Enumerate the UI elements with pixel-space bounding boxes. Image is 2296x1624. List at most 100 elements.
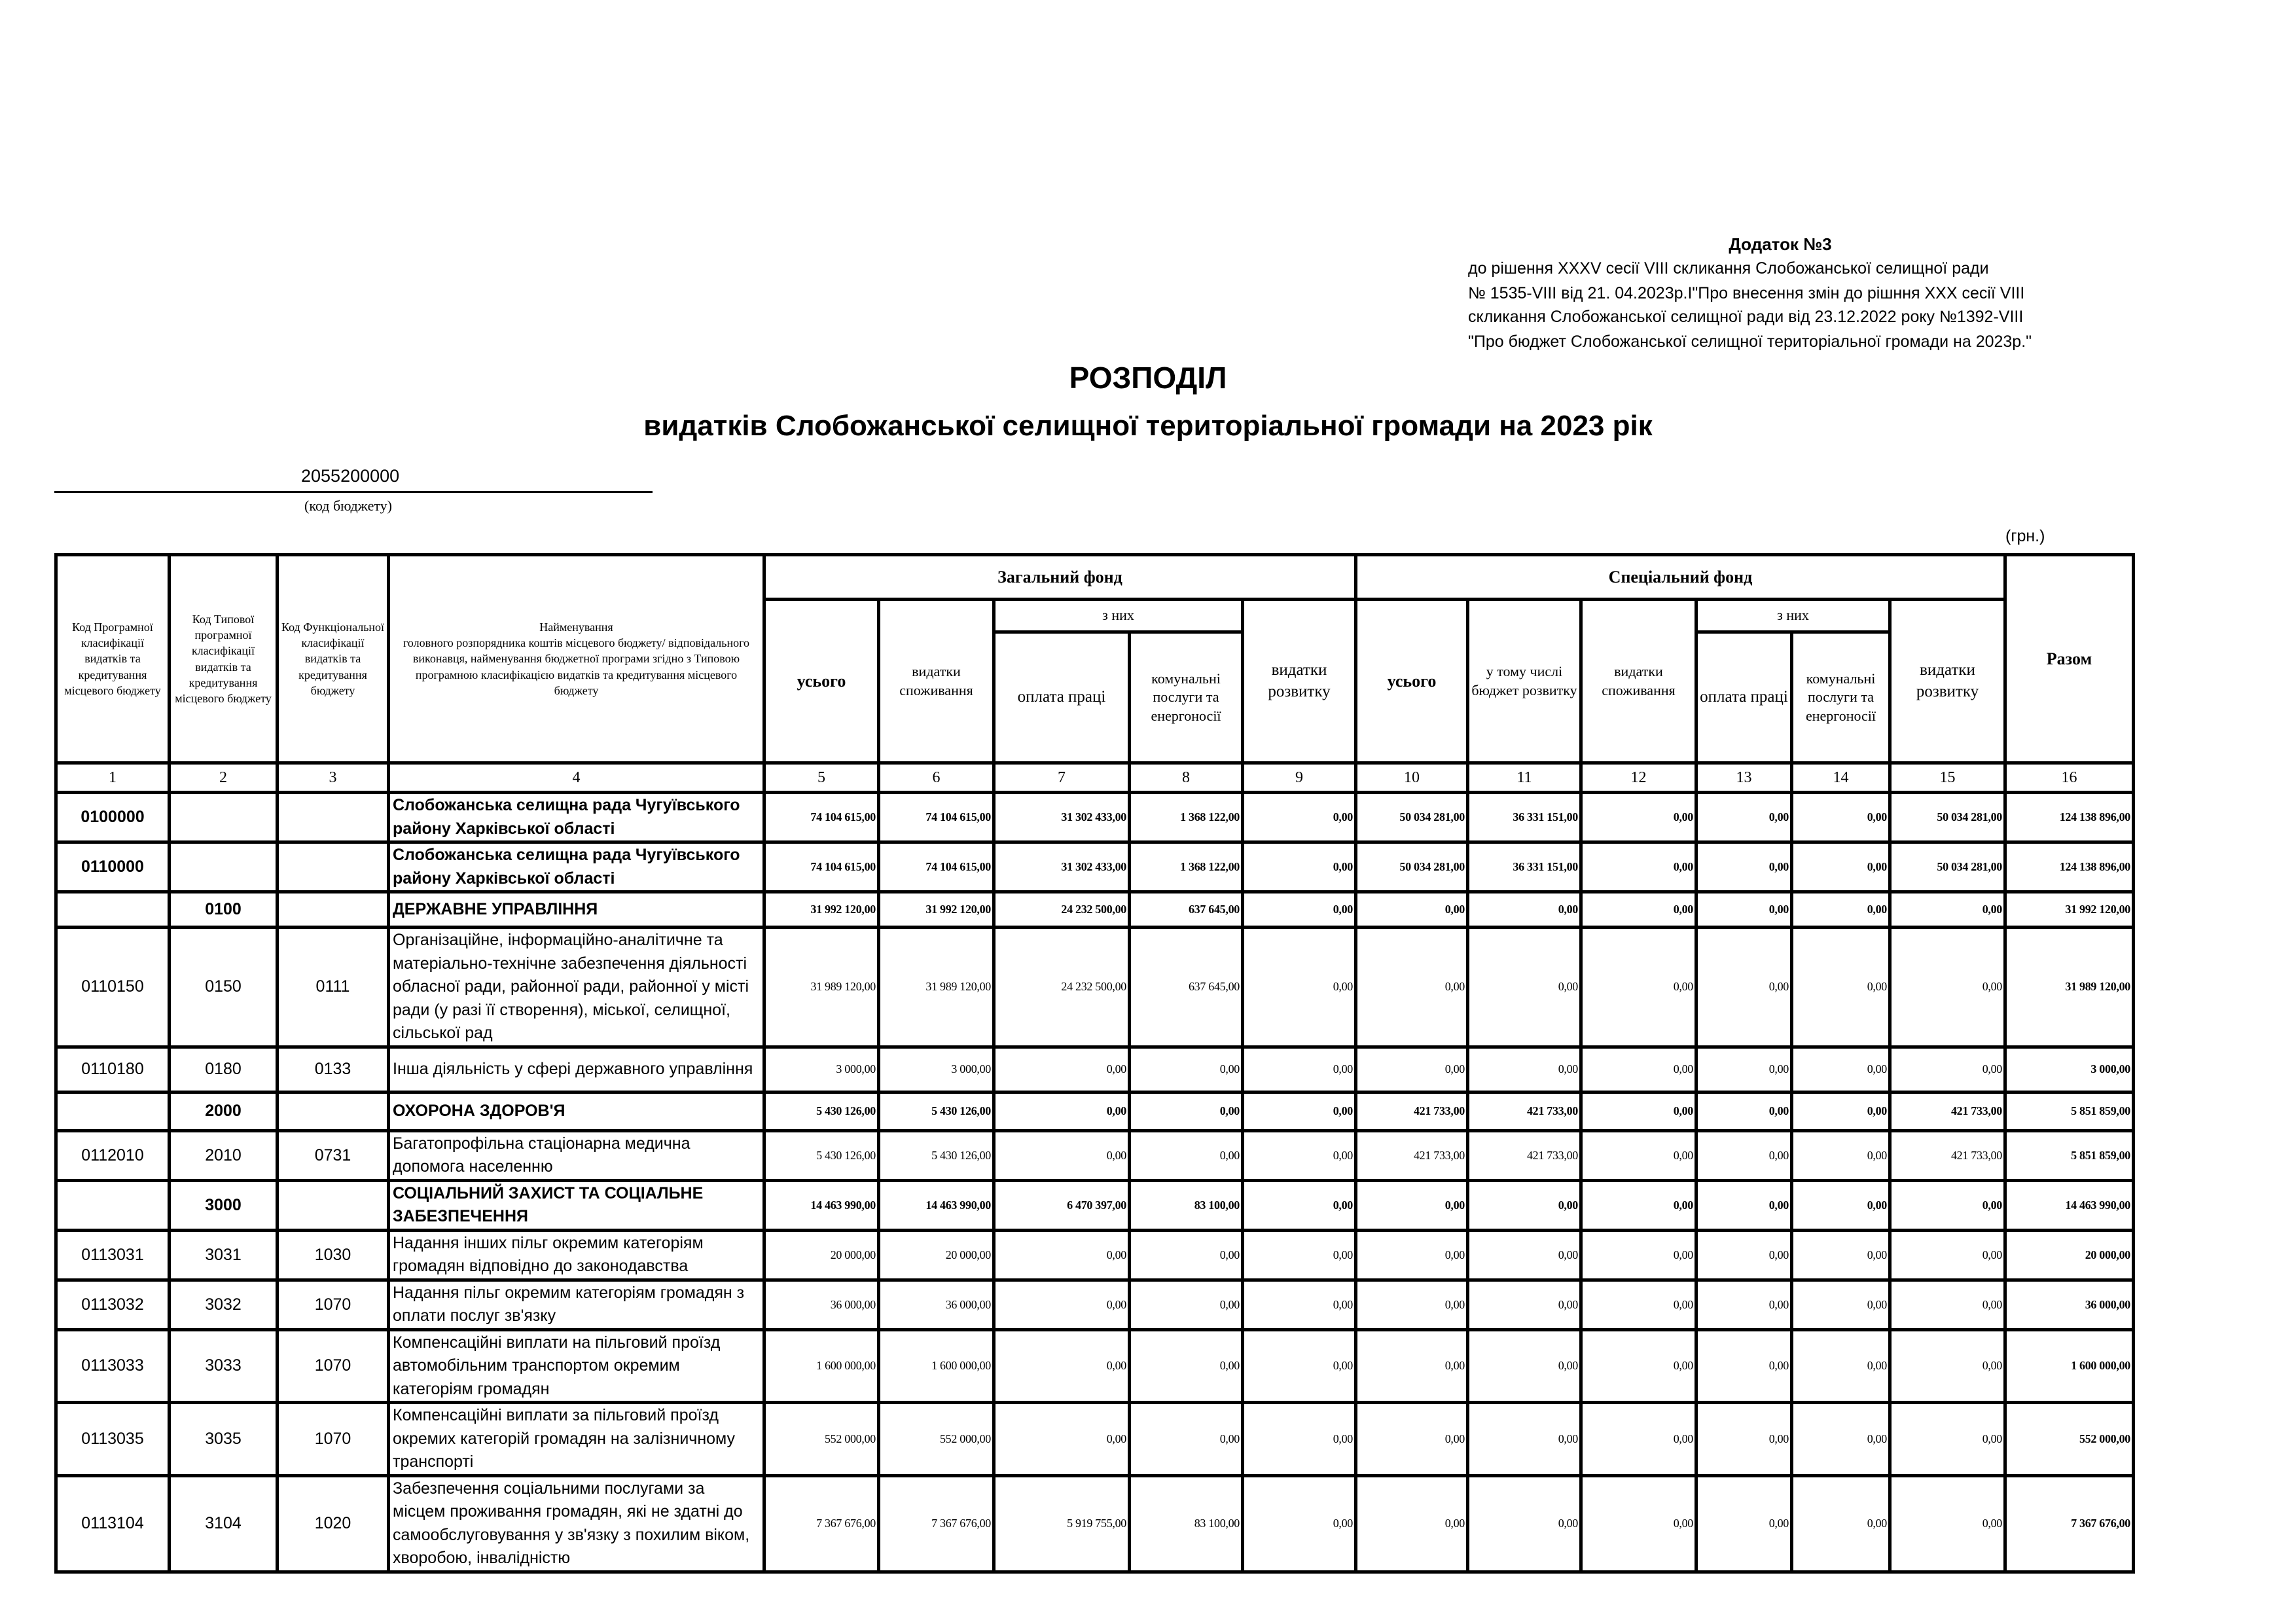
amount-value: 0,00: [1579, 1228, 1698, 1282]
amount-value: 421 733,00: [1466, 1090, 1583, 1132]
header-gf-total: усього: [762, 598, 880, 765]
typical-program-code: 2000: [168, 1090, 279, 1132]
program-name: Надання пільг окремим категоріям громадя…: [387, 1278, 766, 1331]
amount-value: 0,00: [1579, 1128, 1698, 1182]
budget-code-caption: (код бюджету): [304, 497, 392, 514]
amount-value: 1 368 122,00: [1128, 840, 1244, 893]
header-sf-total: усього: [1354, 598, 1469, 765]
amount-value: 0,00: [992, 1090, 1131, 1132]
functional-code: [276, 1178, 390, 1232]
amount-value: 0,00: [1888, 1278, 2007, 1331]
table-row: 0113033 3033 1070 Компенсаційні виплати на …: [54, 1327, 2135, 1404]
amount-value: 7 367 676,00: [762, 1473, 880, 1574]
amount-value: 0,00: [1354, 1401, 1469, 1477]
amount-value: 0,00: [1888, 1327, 2007, 1404]
column-number: 12: [1579, 761, 1698, 794]
amount-value: 0,00: [1695, 1045, 1793, 1094]
grand-total-value: 36 000,00: [2003, 1278, 2135, 1331]
table-row: 3000 СОЦІАЛЬНИЙ ЗАХИСТ ТА СОЦІАЛЬНЕ ЗАБЕЗ…: [54, 1178, 2135, 1232]
amount-value: 0,00: [1354, 1045, 1469, 1094]
amount-value: 0,00: [992, 1128, 1131, 1182]
amount-value: 0,00: [1466, 1401, 1583, 1477]
program-code: 0112010: [54, 1128, 171, 1182]
amount-value: 0,00: [1579, 926, 1698, 1049]
amount-value: 0,00: [1790, 926, 1892, 1049]
amount-value: 0,00: [1695, 1090, 1793, 1132]
program-code: 0113031: [54, 1228, 171, 1282]
amount-value: 31 302 433,00: [992, 840, 1131, 893]
header-sf-development: видатки розвитку: [1888, 598, 2007, 765]
program-code: 0113104: [54, 1473, 171, 1574]
amount-value: 0,00: [1579, 890, 1698, 929]
header-sf-consumption: видатки споживання: [1579, 598, 1698, 765]
amount-value: 74 104 615,00: [762, 791, 880, 844]
typical-program-code: 0150: [168, 926, 279, 1049]
table-row: 0113104 3104 1020 Забезпечення соціальними …: [54, 1473, 2135, 1574]
amount-value: 0,00: [1466, 926, 1583, 1049]
functional-code: [276, 791, 390, 844]
header-sf-salary: оплата праці: [1695, 630, 1793, 765]
amount-value: 0,00: [1695, 1473, 1793, 1574]
amount-value: 1 600 000,00: [877, 1327, 996, 1404]
amount-value: 0,00: [1790, 1090, 1892, 1132]
amount-value: 3 000,00: [877, 1045, 996, 1094]
typical-program-code: 3000: [168, 1178, 279, 1232]
amount-value: 0,00: [1466, 1473, 1583, 1574]
program-name: Компенсаційні виплати на пільговий проїз…: [387, 1327, 766, 1404]
amount-value: 31 992 120,00: [877, 890, 996, 929]
functional-code: 0731: [276, 1128, 390, 1182]
amount-value: 0,00: [1128, 1128, 1244, 1182]
column-number: 15: [1888, 761, 2007, 794]
functional-code: 0133: [276, 1045, 390, 1094]
amount-value: 0,00: [1695, 840, 1793, 893]
amount-value: 0,00: [1790, 791, 1892, 844]
amount-value: 0,00: [1888, 1045, 2007, 1094]
amount-value: 0,00: [1888, 1473, 2007, 1574]
grand-total-value: 5 851 859,00: [2003, 1128, 2135, 1182]
amount-value: 31 989 120,00: [877, 926, 996, 1049]
amount-value: 552 000,00: [877, 1401, 996, 1477]
amount-value: 0,00: [1466, 1045, 1583, 1094]
amount-value: 0,00: [1695, 1178, 1793, 1232]
amount-value: 0,00: [1579, 1327, 1698, 1404]
amount-value: 0,00: [1695, 926, 1793, 1049]
amount-value: 74 104 615,00: [877, 840, 996, 893]
column-number: 2: [168, 761, 279, 794]
typical-program-code: 0100: [168, 890, 279, 929]
amount-value: 0,00: [1354, 926, 1469, 1049]
amount-value: 0,00: [1241, 1178, 1357, 1232]
amount-value: 50 034 281,00: [1888, 840, 2007, 893]
document-title: РОЗПОДІЛ: [1069, 361, 1227, 395]
typical-program-code: 2010: [168, 1128, 279, 1182]
amount-value: 0,00: [1695, 1128, 1793, 1182]
amount-value: 0,00: [1241, 890, 1357, 929]
grand-total-value: 14 463 990,00: [2003, 1178, 2135, 1232]
grand-total-value: 124 138 896,00: [2003, 840, 2135, 893]
amount-value: 0,00: [1354, 890, 1469, 929]
program-code: [54, 1090, 171, 1132]
functional-code: 1070: [276, 1278, 390, 1331]
grand-total-value: 124 138 896,00: [2003, 791, 2135, 844]
amount-value: 5 430 126,00: [877, 1090, 996, 1132]
typical-program-code: 3104: [168, 1473, 279, 1574]
annex-line: до рішення XXXV сесії VIII скликання Сло…: [1468, 259, 1989, 278]
amount-value: 0,00: [992, 1278, 1131, 1331]
amount-value: 36 331 151,00: [1466, 791, 1583, 844]
amount-value: 0,00: [1695, 890, 1793, 929]
typical-program-code: 3033: [168, 1327, 279, 1404]
amount-value: 24 232 500,00: [992, 926, 1131, 1049]
header-gf-utilities: комунальні послуги та енергоносії: [1128, 630, 1244, 765]
functional-code: [276, 1090, 390, 1132]
table-row: 0113035 3035 1070 Компенсаційні виплати за …: [54, 1401, 2135, 1477]
amount-value: 421 733,00: [1354, 1090, 1469, 1132]
annex-title: Додаток №3: [1729, 234, 1832, 254]
amount-value: 74 104 615,00: [762, 840, 880, 893]
program-name: Слобожанська селищна рада Чугуївського р…: [387, 840, 766, 893]
amount-value: 0,00: [1579, 1178, 1698, 1232]
amount-value: 14 463 990,00: [877, 1178, 996, 1232]
amount-value: 0,00: [1241, 791, 1357, 844]
amount-value: 31 989 120,00: [762, 926, 880, 1049]
program-name: Слобожанська селищна рада Чугуївського р…: [387, 791, 766, 844]
amount-value: 0,00: [1128, 1045, 1244, 1094]
amount-value: 0,00: [1466, 890, 1583, 929]
